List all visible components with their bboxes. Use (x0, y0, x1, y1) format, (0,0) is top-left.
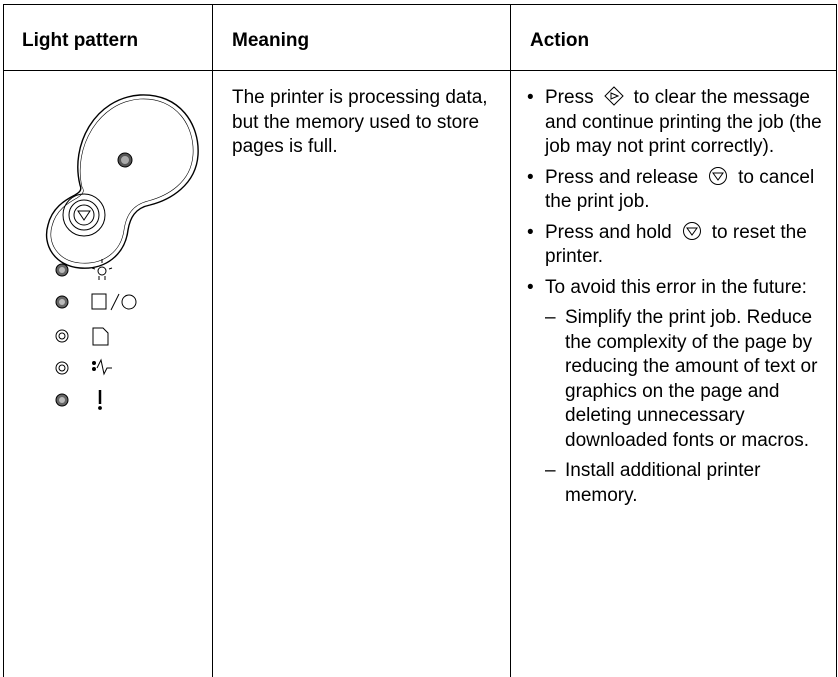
header: Meaning (232, 30, 310, 51)
stop-icon (682, 221, 701, 240)
stop-button (68, 199, 100, 231)
light-pattern (45, 94, 199, 410)
meaning: The printer is processing data, but the … (232, 87, 488, 157)
header: Light pattern (22, 30, 139, 51)
border (3, 4, 837, 5)
text: To avoid this error in the future: (545, 276, 807, 298)
text: to clear the message and continue printi… (545, 87, 822, 157)
border (510, 4, 511, 677)
text: to reset the printer. (545, 221, 807, 268)
text: Press (545, 87, 594, 108)
border (836, 4, 837, 677)
status-icons (91, 259, 137, 410)
border (3, 70, 837, 71)
stop-icon (709, 166, 728, 185)
led (121, 156, 129, 164)
action-item: To avoid this error in the future: Simpl… (527, 276, 827, 509)
text: Press and release (545, 166, 699, 188)
header: Action (530, 30, 590, 51)
text: to cancel the print job. (545, 166, 815, 213)
text: Press and hold (545, 221, 672, 243)
stop-icon (77, 210, 91, 221)
sub-item: Install additional printer memory. (545, 459, 827, 508)
border (3, 4, 4, 677)
sub-item: Simplify the print job. Reduce the compl… (545, 306, 827, 453)
stop-button (62, 193, 106, 237)
continue-icon (603, 86, 624, 106)
led-column (55, 263, 69, 407)
border (212, 4, 213, 677)
panel-outline (50, 98, 194, 264)
stop-button (73, 204, 95, 226)
panel-outline (45, 94, 199, 269)
